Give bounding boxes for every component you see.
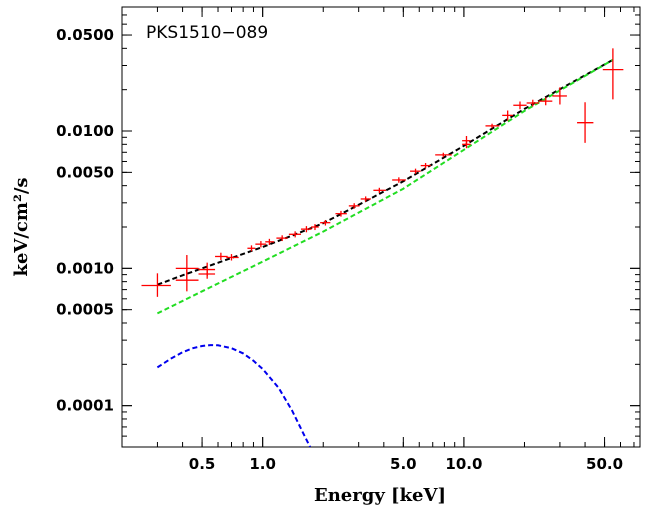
power-law-component-line	[156, 58, 614, 315]
data-point	[602, 48, 624, 100]
y-tick-label: 0.0005	[56, 301, 114, 319]
data-point	[373, 187, 386, 193]
x-tick-label: 50.0	[586, 455, 623, 473]
data-point	[526, 99, 539, 107]
y-tick-label: 0.0001	[56, 397, 114, 415]
data-point	[320, 219, 331, 226]
data-point	[502, 110, 513, 121]
soft-component-line	[156, 344, 311, 447]
data-point	[276, 235, 288, 242]
x-tick-label: 1.0	[249, 455, 276, 473]
axis-ticks	[121, 6, 640, 448]
data-point	[288, 231, 301, 238]
data-point	[311, 224, 319, 231]
data-point	[360, 196, 371, 202]
plot-frame	[121, 6, 641, 448]
data-point	[255, 241, 267, 248]
y-axis-label: keV/cm²/s	[11, 177, 32, 276]
data-point	[410, 168, 421, 174]
chart-title: PKS1510−089	[146, 23, 268, 43]
data-point	[392, 177, 406, 183]
data-point	[462, 140, 471, 149]
data-point	[265, 238, 275, 245]
total-model-line	[157, 58, 614, 286]
data-point	[175, 269, 199, 292]
data-point	[247, 245, 256, 252]
data-point	[198, 269, 216, 279]
data-point	[215, 252, 228, 261]
data-point	[300, 226, 312, 233]
data-point	[348, 203, 360, 209]
data-point	[420, 162, 431, 169]
x-tick-label: 0.5	[189, 455, 216, 473]
data-point	[335, 210, 347, 217]
data-point	[577, 102, 594, 143]
x-tick-label: 10.0	[445, 455, 482, 473]
y-tick-label: 0.0010	[56, 259, 114, 277]
data-point	[141, 273, 171, 297]
data-point	[538, 97, 553, 106]
data-point	[552, 87, 567, 105]
series-layer	[141, 48, 624, 447]
data-point	[513, 101, 527, 110]
y-tick-label: 0.0100	[56, 122, 114, 140]
data-point	[485, 123, 500, 129]
x-tick-labels: 0.5 1.0 5.0 10.0 50.0	[189, 455, 623, 473]
y-tick-label: 0.0050	[56, 163, 114, 181]
x-tick-label: 5.0	[390, 455, 417, 473]
data-point	[435, 152, 452, 158]
y-tick-label: 0.0500	[56, 26, 114, 44]
data-point	[226, 254, 239, 261]
x-axis-label: Energy [keV]	[314, 485, 446, 506]
y-tick-labels: 0.0500 0.0100 0.0050 0.0010 0.0005 0.0001	[56, 26, 114, 415]
